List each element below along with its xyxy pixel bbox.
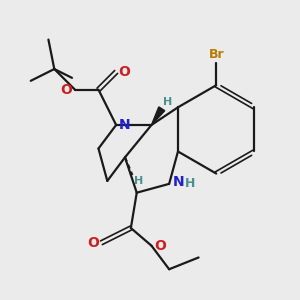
Text: H: H (184, 177, 195, 190)
Polygon shape (152, 107, 165, 125)
Text: H: H (163, 97, 172, 107)
Text: O: O (87, 236, 99, 250)
Text: O: O (118, 65, 130, 79)
Text: H: H (134, 176, 143, 187)
Text: N: N (118, 118, 130, 132)
Text: O: O (154, 239, 166, 253)
Text: N: N (173, 176, 184, 189)
Text: Br: Br (208, 48, 224, 61)
Text: O: O (61, 82, 73, 97)
